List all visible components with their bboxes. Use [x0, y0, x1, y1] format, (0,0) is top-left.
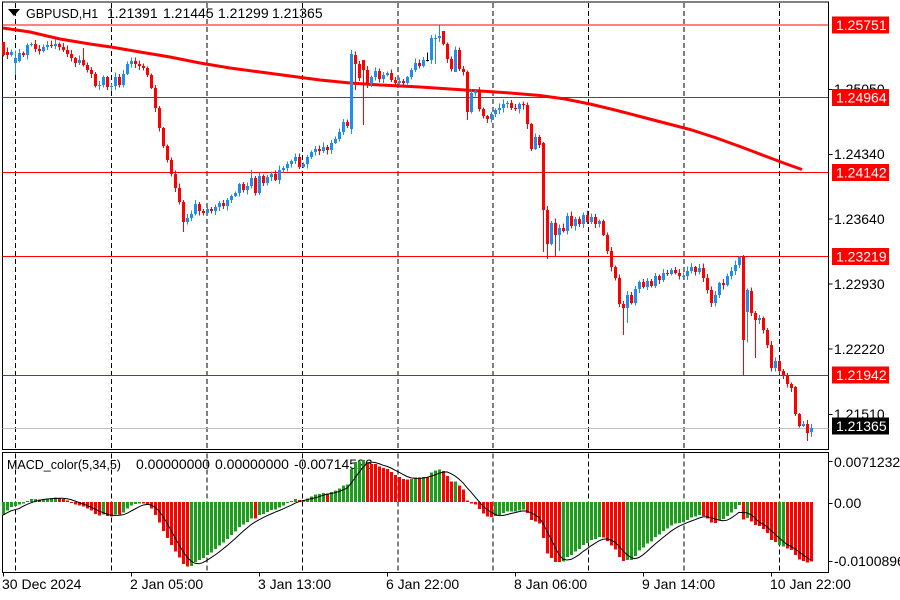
svg-text:MACD_color(5,34,5): MACD_color(5,34,5) [7, 458, 121, 472]
svg-text:8 Jan 06:00: 8 Jan 06:00 [514, 576, 587, 592]
svg-text:1.21299: 1.21299 [218, 5, 269, 21]
svg-text:0.00: 0.00 [834, 495, 861, 511]
svg-text:1.21365: 1.21365 [836, 418, 887, 434]
svg-text:1.24964: 1.24964 [836, 90, 887, 106]
svg-text:-0.00714526: -0.00714526 [294, 456, 373, 472]
svg-text:6 Jan 22:00: 6 Jan 22:00 [386, 576, 459, 592]
svg-text:1.21391: 1.21391 [107, 5, 158, 21]
svg-text:1.25751: 1.25751 [836, 17, 887, 33]
svg-text:30 Dec 2024: 30 Dec 2024 [2, 576, 82, 592]
svg-text:0.0071232: 0.0071232 [834, 454, 900, 470]
svg-text:1.21445: 1.21445 [163, 5, 214, 21]
svg-text:1.23640: 1.23640 [834, 211, 885, 227]
svg-text:1.24142: 1.24142 [836, 165, 887, 181]
svg-text:2 Jan 05:00: 2 Jan 05:00 [130, 576, 203, 592]
svg-text:1.22220: 1.22220 [834, 341, 885, 357]
svg-text:GBPUSD,H1: GBPUSD,H1 [26, 7, 98, 21]
svg-text:1.24340: 1.24340 [834, 146, 885, 162]
svg-text:1.21365: 1.21365 [272, 5, 323, 21]
svg-text:-0.0100896: -0.0100896 [834, 553, 900, 569]
svg-text:9 Jan 14:00: 9 Jan 14:00 [642, 576, 715, 592]
svg-text:10 Jan 22:00: 10 Jan 22:00 [770, 576, 851, 592]
svg-text:1.21942: 1.21942 [836, 367, 887, 383]
svg-text:3 Jan 13:00: 3 Jan 13:00 [258, 576, 331, 592]
svg-text:1.23219: 1.23219 [836, 249, 887, 265]
svg-text:0.00000000: 0.00000000 [215, 456, 289, 472]
svg-text:0.00000000: 0.00000000 [136, 456, 210, 472]
svg-text:1.22930: 1.22930 [834, 276, 885, 292]
